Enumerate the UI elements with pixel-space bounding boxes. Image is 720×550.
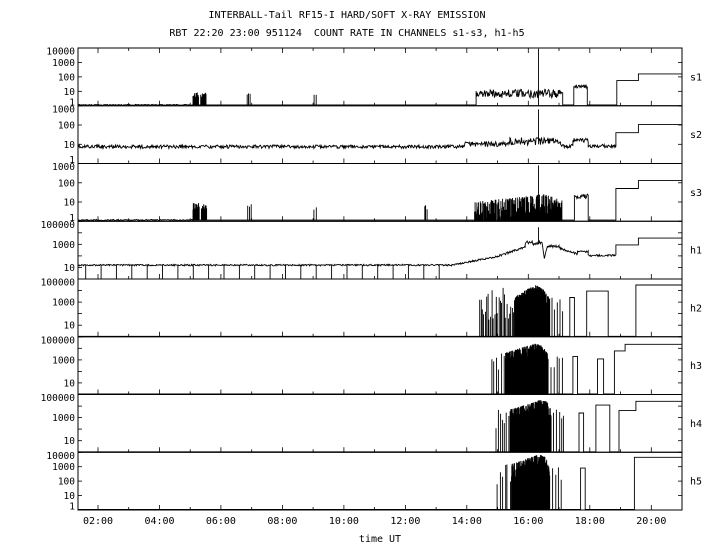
channel-label: h2 xyxy=(690,303,702,314)
x-tick-label: 04:00 xyxy=(144,516,174,527)
panels-group: 100001000100101s11000100101s21000100101s… xyxy=(41,47,702,513)
y-tick-label: 100000 xyxy=(41,393,76,404)
y-tick-label: 1 xyxy=(69,97,75,108)
x-axis-title: time UT xyxy=(359,534,401,545)
channel-label: h4 xyxy=(690,419,702,430)
y-tick-label: 10 xyxy=(64,87,76,98)
y-tick-label: 1000 xyxy=(52,355,75,366)
y-tick-label: 1000 xyxy=(52,58,75,69)
y-tick-label: 10 xyxy=(64,491,76,502)
panel-h4: 100000 1000 10 h4 xyxy=(41,393,702,453)
panel-h1: 100000 1000 10 h1 xyxy=(41,220,702,280)
series-h1 xyxy=(77,227,682,279)
channel-label: h1 xyxy=(690,246,702,257)
series-h3 xyxy=(78,343,682,395)
y-tick-label: 1000 xyxy=(52,462,75,473)
y-tick-label: 10 xyxy=(64,378,76,389)
y-tick-label: 1000 xyxy=(52,298,75,309)
x-tick-label: 18:00 xyxy=(575,516,605,527)
x-tick-label: 20:00 xyxy=(636,516,666,527)
series-h2 xyxy=(78,284,682,337)
channel-label: h5 xyxy=(690,477,702,488)
panel-h3: 100000 1000 10 h3 xyxy=(41,335,702,395)
channel-label: s2 xyxy=(690,130,702,141)
series-h5 xyxy=(78,455,682,511)
y-tick-label: 10 xyxy=(64,198,76,209)
y-tick-label: 1 xyxy=(69,155,75,166)
x-tick-label: 10:00 xyxy=(329,516,359,527)
y-tick-label: 100000 xyxy=(41,278,76,289)
y-tick-label: 10000 xyxy=(46,47,75,58)
x-tick-label: 08:00 xyxy=(267,516,297,527)
channel-label: s1 xyxy=(690,72,702,83)
y-tick-label: 10 xyxy=(64,263,76,274)
channel-label: h3 xyxy=(690,361,702,372)
series-h4 xyxy=(78,400,682,453)
y-tick-label: 100 xyxy=(58,72,75,83)
y-tick-label: 1000 xyxy=(52,162,75,173)
channel-label: s3 xyxy=(690,188,702,199)
x-tick-label: 02:00 xyxy=(83,516,113,527)
y-tick-label: 1 xyxy=(69,502,75,513)
chart-title: INTERBALL-Tail RF15-I HARD/SOFT X-RAY EM… xyxy=(209,10,486,21)
x-axis-group: 02:00 04:00 06:00 08:00 10:00 12:00 14:00 16:00… xyxy=(83,516,666,527)
x-tick-label: 16:00 xyxy=(513,516,543,527)
y-tick-label: 100000 xyxy=(41,220,76,231)
y-tick-label: 10 xyxy=(64,321,76,332)
y-tick-label: 100 xyxy=(58,178,75,189)
y-tick-label: 10000 xyxy=(46,451,75,462)
y-tick-label: 100 xyxy=(58,121,75,132)
y-tick-label: 1000 xyxy=(52,413,75,424)
series-s2 xyxy=(77,109,682,151)
x-tick-label: 12:00 xyxy=(390,516,420,527)
y-tick-label: 10 xyxy=(64,140,76,151)
y-tick-label: 1000 xyxy=(52,240,75,251)
y-tick-label: 100 xyxy=(58,477,75,488)
y-tick-label: 1 xyxy=(69,213,75,224)
series-s3 xyxy=(77,165,682,223)
x-tick-label: 06:00 xyxy=(206,516,236,527)
y-tick-label: 1000 xyxy=(52,104,75,115)
chart-subtitle: RBT 22:20 23:00 951124 COUNT RATE IN CHA… xyxy=(169,28,524,39)
y-tick-label: 100000 xyxy=(41,335,76,346)
panel-h2: 100000 1000 10 h2 xyxy=(41,278,702,338)
x-tick-label: 14:00 xyxy=(452,516,482,527)
y-tick-label: 10 xyxy=(64,436,76,447)
series-s1 xyxy=(78,48,682,106)
